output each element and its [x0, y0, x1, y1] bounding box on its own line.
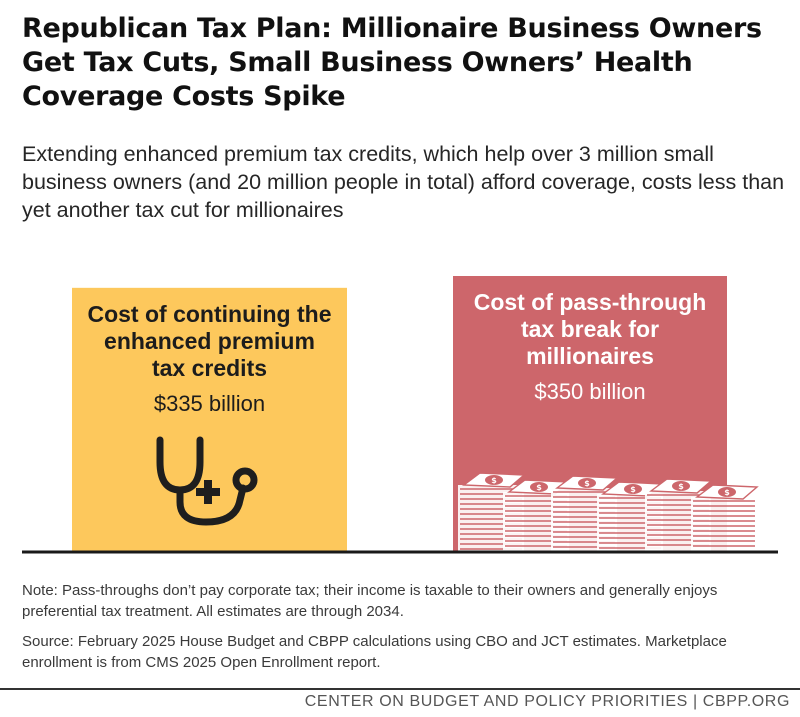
notes: Note: Pass-throughs don’t pay corporate … — [22, 580, 792, 682]
chart-title: Republican Tax Plan: Millionaire Busines… — [22, 13, 762, 112]
svg-text:$: $ — [584, 479, 590, 488]
svg-text:$: $ — [678, 482, 684, 491]
chart-subtitle: Extending enhanced premium tax credits, … — [22, 142, 785, 222]
svg-text:$: $ — [536, 483, 542, 492]
footer-divider — [0, 688, 800, 690]
bar-value-label: $350 billion — [534, 379, 645, 404]
stethoscope-icon — [156, 436, 258, 526]
bar-1 — [72, 287, 347, 552]
bar-label-line: tax credits — [152, 355, 267, 381]
footer-credit: CENTER ON BUDGET AND POLICY PRIORITIES |… — [304, 693, 790, 710]
source-text: Source: February 2025 House Budget and C… — [22, 633, 727, 671]
bar-value-label: $335 billion — [154, 391, 265, 416]
bar-label-line: tax break for — [521, 316, 659, 342]
money-stacks-icon: $ $ $ $ $ $ — [458, 472, 759, 552]
bar-label-line: Cost of continuing the — [87, 301, 331, 327]
bar-label-line: Cost of pass-through — [474, 289, 707, 315]
svg-text:$: $ — [724, 488, 730, 497]
svg-text:$: $ — [630, 485, 636, 494]
bar-label-line: enhanced premium — [104, 328, 315, 354]
bar-label-line: millionaires — [526, 343, 654, 369]
svg-text:$: $ — [491, 476, 497, 485]
note-text: Note: Pass-throughs don’t pay corporate … — [22, 582, 718, 620]
